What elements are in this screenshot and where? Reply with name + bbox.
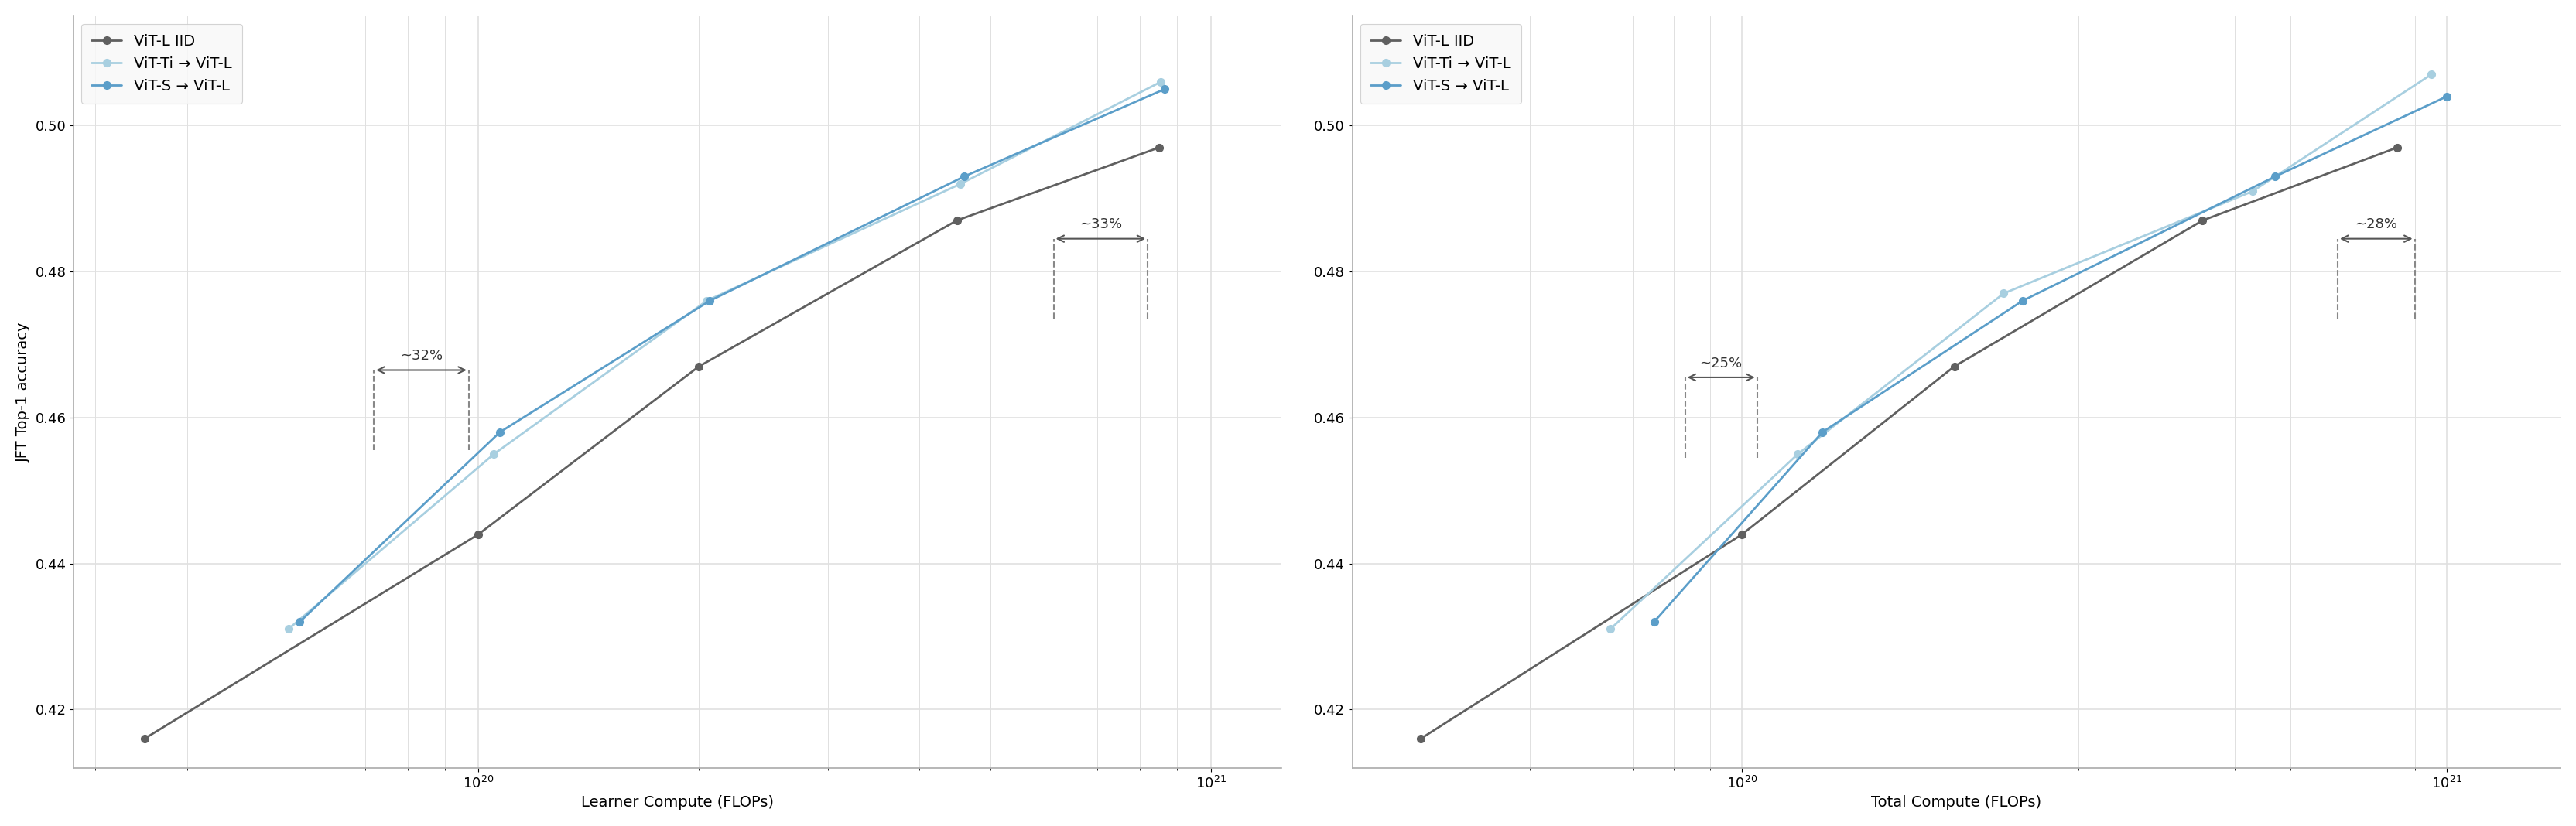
Text: ~28%: ~28% xyxy=(2354,217,2396,231)
ViT-L IID xyxy=(2187,216,2218,225)
ViT-Ti → ViT-L xyxy=(273,624,304,634)
ViT-Ti → ViT-L xyxy=(690,296,721,306)
ViT-S → ViT-L xyxy=(484,427,515,437)
Line: ViT-L IID: ViT-L IID xyxy=(142,144,1162,743)
Line: ViT-S → ViT-L: ViT-S → ViT-L xyxy=(296,85,1167,625)
ViT-L IID xyxy=(683,362,714,372)
ViT-L IID xyxy=(464,529,495,539)
ViT-L IID xyxy=(1404,733,1435,743)
Line: ViT-L IID: ViT-L IID xyxy=(1417,144,2401,743)
ViT-S → ViT-L xyxy=(1149,84,1180,94)
ViT-L IID xyxy=(129,733,160,743)
X-axis label: Total Compute (FLOPs): Total Compute (FLOPs) xyxy=(1870,795,2040,809)
Line: ViT-Ti → ViT-L: ViT-Ti → ViT-L xyxy=(1605,71,2434,633)
ViT-L IID xyxy=(2380,143,2411,153)
ViT-Ti → ViT-L xyxy=(479,449,510,459)
X-axis label: Learner Compute (FLOPs): Learner Compute (FLOPs) xyxy=(582,795,773,809)
ViT-S → ViT-L xyxy=(283,617,314,627)
ViT-Ti → ViT-L xyxy=(2236,187,2267,197)
ViT-Ti → ViT-L xyxy=(945,179,976,189)
Text: ~33%: ~33% xyxy=(1079,217,1121,231)
ViT-L IID xyxy=(1937,362,1968,372)
ViT-S → ViT-L xyxy=(693,296,724,306)
Text: ~32%: ~32% xyxy=(399,349,443,363)
ViT-S → ViT-L xyxy=(1806,427,1837,437)
ViT-L IID xyxy=(1144,143,1175,153)
ViT-S → ViT-L xyxy=(1638,617,1669,627)
Line: ViT-S → ViT-L: ViT-S → ViT-L xyxy=(1649,93,2450,625)
ViT-S → ViT-L xyxy=(2432,92,2463,102)
ViT-Ti → ViT-L xyxy=(1146,77,1177,87)
ViT-Ti → ViT-L xyxy=(2416,69,2447,79)
ViT-S → ViT-L xyxy=(2007,296,2038,306)
Y-axis label: JFT Top-1 accuracy: JFT Top-1 accuracy xyxy=(15,322,31,463)
ViT-S → ViT-L xyxy=(2259,172,2290,182)
ViT-L IID xyxy=(940,216,971,225)
ViT-L IID xyxy=(1726,529,1757,539)
ViT-Ti → ViT-L xyxy=(1595,624,1625,634)
Legend: ViT-L IID, ViT-Ti → ViT-L, ViT-S → ViT-L: ViT-L IID, ViT-Ti → ViT-L, ViT-S → ViT-L xyxy=(1360,24,1520,104)
Line: ViT-Ti → ViT-L: ViT-Ti → ViT-L xyxy=(283,78,1164,633)
Text: ~25%: ~25% xyxy=(1700,356,1741,370)
ViT-S → ViT-L xyxy=(948,172,979,182)
ViT-Ti → ViT-L xyxy=(1783,449,1814,459)
ViT-Ti → ViT-L xyxy=(1989,288,2020,298)
Legend: ViT-L IID, ViT-Ti → ViT-L, ViT-S → ViT-L: ViT-L IID, ViT-Ti → ViT-L, ViT-S → ViT-L xyxy=(80,24,242,104)
